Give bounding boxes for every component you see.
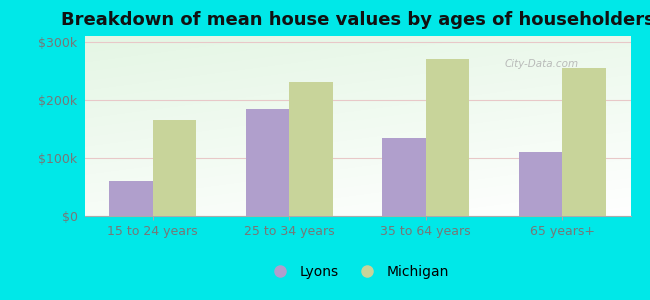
Bar bbox=[153, 120, 196, 216]
Bar bbox=[426, 59, 469, 216]
Title: Breakdown of mean house values by ages of householders: Breakdown of mean house values by ages o… bbox=[60, 11, 650, 29]
Bar bbox=[519, 152, 562, 216]
Bar bbox=[109, 181, 153, 216]
Bar bbox=[382, 138, 426, 216]
Bar bbox=[562, 68, 606, 216]
Legend: Lyons, Michigan: Lyons, Michigan bbox=[261, 260, 454, 285]
Text: City-Data.com: City-Data.com bbox=[505, 58, 579, 69]
Bar bbox=[289, 82, 333, 216]
Bar bbox=[246, 109, 289, 216]
